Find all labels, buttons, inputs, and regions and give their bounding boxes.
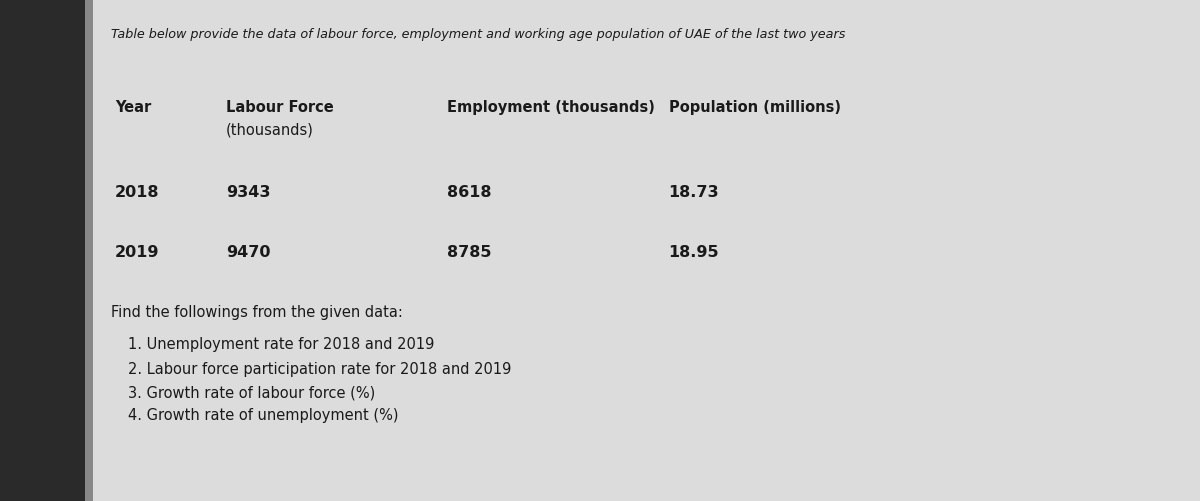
- Text: (thousands): (thousands): [226, 122, 313, 137]
- Text: Employment (thousands): Employment (thousands): [448, 100, 655, 115]
- Text: Population (millions): Population (millions): [668, 100, 841, 115]
- Text: 2019: 2019: [115, 245, 160, 260]
- Text: Labour Force: Labour Force: [226, 100, 334, 115]
- Text: 9343: 9343: [226, 185, 270, 200]
- Text: 4. Growth rate of unemployment (%): 4. Growth rate of unemployment (%): [128, 408, 398, 423]
- Text: 9470: 9470: [226, 245, 270, 260]
- Text: 2018: 2018: [115, 185, 160, 200]
- Text: 8618: 8618: [448, 185, 492, 200]
- Bar: [85, 0, 94, 501]
- Text: 18.73: 18.73: [668, 185, 719, 200]
- Text: 8785: 8785: [448, 245, 492, 260]
- Text: 18.95: 18.95: [668, 245, 719, 260]
- Bar: [0, 0, 85, 501]
- Text: Table below provide the data of labour force, employment and working age populat: Table below provide the data of labour f…: [112, 28, 845, 41]
- Text: 1. Unemployment rate for 2018 and 2019: 1. Unemployment rate for 2018 and 2019: [128, 337, 434, 352]
- Text: 2. Labour force participation rate for 2018 and 2019: 2. Labour force participation rate for 2…: [128, 362, 511, 377]
- Text: 3. Growth rate of labour force (%): 3. Growth rate of labour force (%): [128, 385, 376, 400]
- Text: Year: Year: [115, 100, 151, 115]
- Text: Find the followings from the given data:: Find the followings from the given data:: [112, 305, 403, 320]
